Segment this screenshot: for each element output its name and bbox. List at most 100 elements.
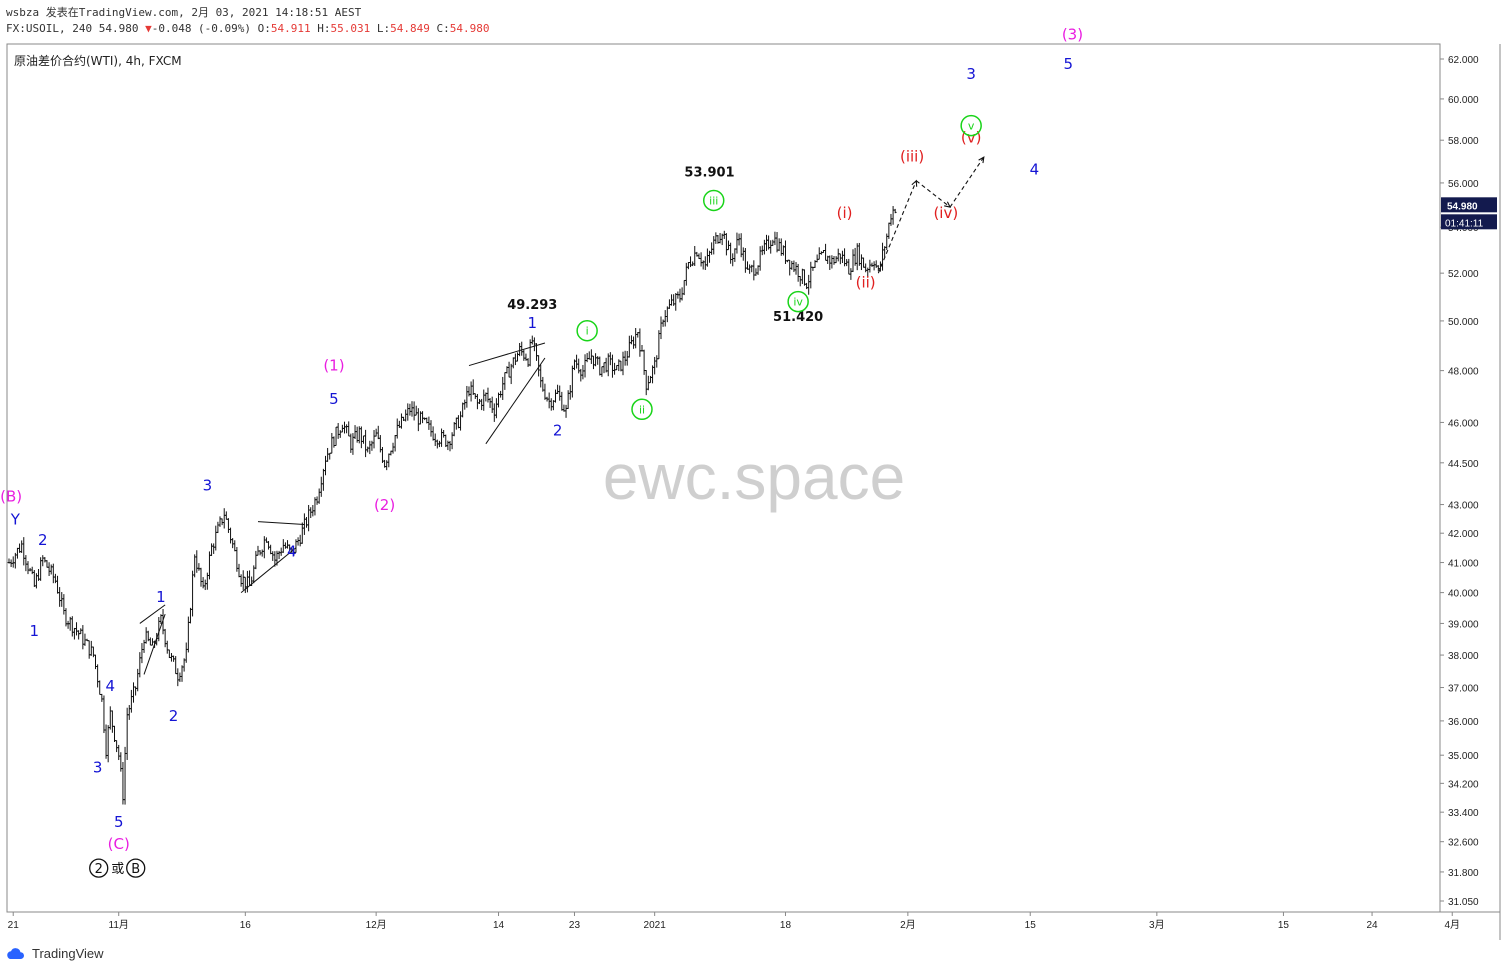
wave-label: 3: [93, 759, 103, 777]
wave-label: 5: [329, 390, 339, 408]
countdown-tag: [1441, 214, 1497, 230]
x-tick-label: 3月: [1149, 919, 1165, 931]
y-tick-label: 33.400: [1448, 808, 1479, 819]
countdown-label: 01:41:11: [1445, 218, 1484, 229]
wave-label: 3: [966, 65, 976, 83]
price-change: -0.048 (-0.09%): [151, 22, 252, 35]
wave-label: 1: [528, 314, 538, 332]
tradingview-brand-text: TradingView: [32, 946, 104, 961]
open-value: 54.911: [270, 22, 311, 35]
x-tick-label: 16: [240, 920, 252, 931]
low-label: L:: [376, 22, 391, 35]
wave-label: 51.420: [773, 310, 823, 325]
y-tick-label: 35.000: [1448, 751, 1479, 762]
wave-label: (C): [108, 835, 130, 853]
y-tick-label: 62.000: [1448, 55, 1479, 66]
projection-path: [949, 156, 985, 208]
wave-circle: [702, 189, 725, 212]
y-tick-label: 40.000: [1448, 589, 1479, 600]
ohlc-bars: [7, 206, 897, 805]
wave-circle: [787, 290, 809, 313]
publish-info: wsbza 发表在TradingView.com, 2月 03, 2021 14…: [6, 4, 361, 20]
y-tick-label: 50.000: [1448, 317, 1479, 328]
wave-label: 53.901: [684, 165, 734, 180]
chart-title: 原油差价合约(WTI), 4h, FXCM: [14, 53, 182, 68]
bottom-wave-label: 2: [95, 862, 103, 877]
y-tick-label: 34.200: [1448, 779, 1479, 790]
x-tick-label: 24: [1366, 920, 1378, 931]
y-tick-label: 38.000: [1448, 651, 1479, 662]
close-value: 54.980: [449, 22, 490, 35]
wave-label: 49.293: [507, 298, 557, 313]
tradingview-logo[interactable]: TradingView: [6, 946, 104, 961]
wave-label: (i): [837, 204, 853, 222]
projection-path: [915, 180, 951, 208]
y-tick-label: 56.000: [1448, 179, 1479, 190]
y-tick-label: 41.000: [1448, 559, 1479, 570]
x-tick-label: 18: [780, 920, 792, 931]
trendline: [139, 604, 166, 624]
ohlc-readout: FX:USOIL, 240 54.980 ▼-0.048 (-0.09%) O:…: [6, 22, 490, 35]
x-tick-label: 14: [493, 920, 505, 931]
y-tick-label: 32.600: [1448, 838, 1479, 849]
x-tick-label: 15: [1025, 920, 1037, 931]
y-tick-label: 39.000: [1448, 619, 1479, 630]
wave-label: 4: [287, 543, 297, 561]
trendline: [468, 342, 546, 367]
bottom-wave-or: 或: [111, 862, 124, 877]
trendline: [257, 521, 305, 526]
wave-label: 1: [30, 622, 40, 640]
high-label: H:: [317, 22, 331, 35]
wave-label: 3: [203, 476, 213, 494]
trendline: [143, 613, 166, 675]
tradingview-cloud-icon: [7, 947, 24, 959]
publish-info-text: wsbza 发表在TradingView.com, 2月 03, 2021 14…: [6, 6, 362, 19]
wave-label: 2: [553, 422, 563, 440]
y-tick-label: 52.000: [1448, 269, 1479, 280]
y-tick-label: 36.000: [1448, 717, 1479, 728]
projection-arrowhead: [911, 179, 918, 187]
y-tick-label: 43.000: [1448, 501, 1479, 512]
down-arrow-icon: ▼: [145, 22, 152, 35]
y-tick-label: 48.000: [1448, 367, 1479, 378]
circled-wave-label: v: [968, 120, 975, 133]
y-tick-label: 31.050: [1448, 897, 1479, 908]
wave-label: (2): [374, 496, 395, 514]
circled-wave-label: ii: [639, 403, 645, 416]
watermark: ewc.space: [603, 441, 905, 513]
y-tick-label: 60.000: [1448, 95, 1479, 106]
circled-wave-label: iv: [793, 296, 803, 309]
wave-label: 2: [169, 707, 179, 725]
bottom-wave-label: B: [131, 862, 140, 877]
open-label: O:: [257, 22, 271, 35]
x-tick-label: 12月: [366, 919, 387, 931]
wave-label: (3): [1062, 26, 1083, 44]
wave-label: (ii): [856, 273, 876, 291]
wave-label: (v): [961, 128, 982, 146]
x-tick-label: 21: [8, 920, 20, 931]
x-tick-label: 15: [1278, 920, 1290, 931]
projection-arrowhead: [978, 156, 985, 164]
trendline: [485, 357, 546, 445]
wave-circle: [89, 858, 109, 878]
high-value: 55.031: [330, 22, 371, 35]
low-value: 54.849: [390, 22, 430, 35]
wave-circle: [126, 858, 146, 878]
wave-label: (iv): [933, 204, 958, 222]
wave-label: (iii): [900, 147, 924, 165]
y-tick-label: 44.500: [1448, 459, 1479, 470]
wave-circle: [960, 114, 982, 137]
wave-label: 4: [106, 677, 116, 695]
projection-path: [877, 180, 917, 274]
y-tick-label: 58.000: [1448, 136, 1479, 147]
last-price-label: 54.980: [1447, 201, 1478, 212]
x-tick-label: 4月: [1444, 919, 1460, 931]
wave-label: Y: [10, 511, 21, 529]
y-tick-label: 46.000: [1448, 418, 1479, 429]
last-price-tag: [1441, 197, 1497, 213]
y-tick-label: 42.000: [1448, 529, 1479, 540]
wave-label: 2: [38, 531, 48, 549]
circled-wave-label: i: [586, 325, 589, 338]
wave-label: 5: [114, 813, 124, 831]
